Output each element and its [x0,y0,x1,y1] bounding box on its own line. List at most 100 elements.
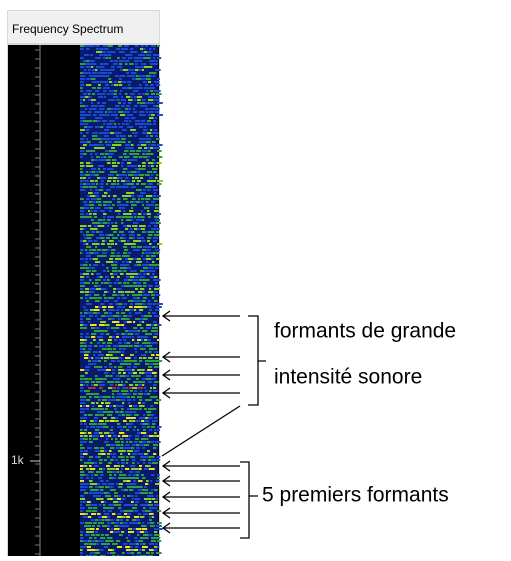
spectrum-cell [130,192,134,194]
spectrum-cell [118,384,123,386]
spectrum-cell [112,321,117,323]
spectrum-cell [154,99,157,101]
spectrum-cell [92,72,97,74]
spectrum-cell [153,387,156,389]
spectrum-cell [138,330,140,332]
spectrum-cell [108,351,111,353]
spectrum-cell [103,222,108,224]
spectrum-cell [156,306,162,308]
spectrum-cell [118,303,123,305]
spectrum-cell [131,396,135,398]
spectrum-cell [119,132,121,134]
spectrum-cell [106,480,109,482]
spectrum-cell [151,102,154,104]
spectrum-cell [114,366,117,368]
spectrum-cell [124,303,127,305]
spectrum-cell [145,390,147,392]
spectrum-cell [108,399,111,401]
spectrum-cell [99,189,103,191]
spectrum-cell [147,273,150,275]
spectrum-cell [80,150,84,152]
spectrum-cell [100,435,104,437]
spectrum-cell [111,276,114,278]
spectrum-cell [142,123,148,125]
spectrum-cell [94,366,99,368]
spectrum-cell [95,300,100,302]
spectrum-cell [99,384,105,386]
spectrum-cell [102,468,104,470]
spectrum-cell [119,63,122,65]
spectrum-cell [155,285,160,287]
spectrum-cell [132,387,137,389]
arrow [163,311,240,321]
spectrum-cell [155,537,160,539]
spectrum-cell [140,327,143,329]
spectrum-cell [95,189,99,191]
spectrum-cell [138,402,141,404]
spectrum-cell [94,474,98,476]
spectrum-cell [157,150,162,152]
spectrum-cell [149,534,152,536]
spectrum-cell [152,372,157,374]
spectrum-cell [92,249,96,251]
spectrum-cell [80,333,83,335]
spectrum-cell [100,450,104,452]
spectrum-cell [153,57,155,59]
spectrum-cell [132,294,138,296]
spectrum-cell [87,237,91,239]
spectrum-cell [119,93,121,95]
spectrum-cell [80,48,84,50]
spectrum-cell [148,465,151,467]
spectrum-cell [94,384,98,386]
spectrum-cell [157,426,161,428]
spectrum-cell [125,546,131,548]
spectrum-cell [94,432,99,434]
spectrum-cell [109,405,112,407]
spectrum-cell [106,411,110,413]
spectrum-cell [91,183,95,185]
spectrum-cell [132,498,134,500]
spectrum-cell [118,486,122,488]
spectrum-cell [107,279,110,281]
spectrum-cell [123,420,127,422]
spectrum-cell [95,531,98,533]
spectrum-cell [102,240,105,242]
spectrum-cell [113,63,118,65]
spectrum-cell [147,306,151,308]
spectrum-cell [120,90,122,92]
spectrum-cell [145,510,150,512]
axis-label: 1k [11,453,25,467]
spectrum-cell [91,513,96,515]
spectrum-cell [148,408,154,410]
spectrum-cell [96,105,98,107]
spectrum-cell [128,300,134,302]
spectrum-cell [102,120,107,122]
spectrum-cell [133,279,139,281]
spectrum-cell [98,456,101,458]
spectrum-cell [84,309,88,311]
spectrum-cell [119,504,121,506]
spectrum-cell [135,333,139,335]
spectrum-cell [126,201,129,203]
spectrum-cell [84,396,86,398]
spectrum-cell [141,474,144,476]
spectrum-cell [125,381,128,383]
spectrum-cell [142,300,146,302]
spectrum-cell [83,225,87,227]
spectrum-cell [101,498,104,500]
spectrum-cell [133,327,137,329]
spectrum-cell [104,459,107,461]
spectrum-cell [136,447,140,449]
spectrum-cell [115,243,117,245]
spectrum-cell [142,162,146,164]
spectrum-cell [80,267,86,269]
spectrum-cell [128,534,130,536]
spectrum-cell [102,330,108,332]
spectrum-cell [127,396,130,398]
spectrum-cell [124,270,126,272]
spectrum-cell [126,72,129,74]
spectrum-cell [94,192,99,194]
spectrum-cell [134,450,139,452]
spectrum-cell [112,549,114,551]
spectrum-cell [155,357,158,359]
